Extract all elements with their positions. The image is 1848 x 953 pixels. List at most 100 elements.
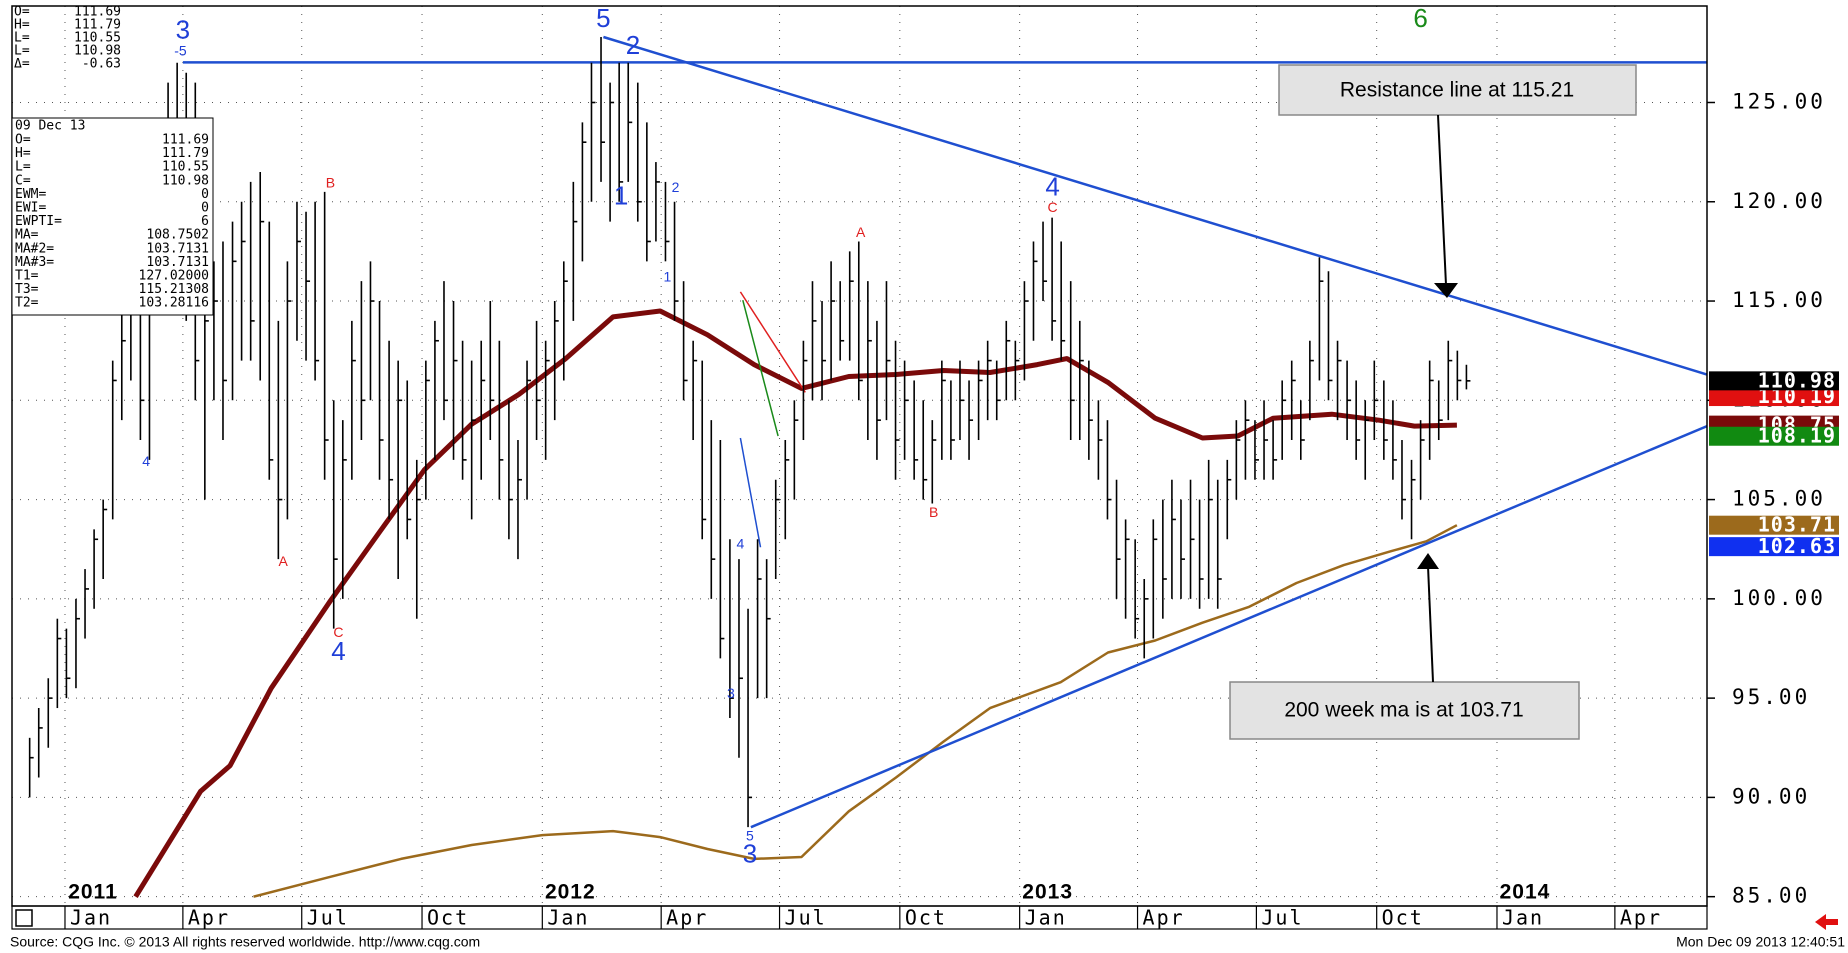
- x-tick-label: Jul: [307, 906, 349, 930]
- price-tag-label: 110.98: [1758, 368, 1836, 392]
- info-label: EWM=: [15, 187, 46, 202]
- wave-label: 2: [626, 30, 640, 60]
- info-value: 111.79: [74, 18, 121, 33]
- info-value: 103.7131: [146, 255, 209, 270]
- info-panel: O= 111.69 H= 111.79 L= 110.55 L= 110.98 Δ= -0.63 0…: [11, 5, 214, 316]
- year-label: 2011: [68, 881, 118, 904]
- info-label: T3=: [15, 282, 39, 297]
- wave-label: C: [333, 624, 343, 640]
- info-value: 108.7502: [146, 228, 209, 243]
- price-tag: [1709, 537, 1839, 557]
- info-label: EWI=: [15, 201, 46, 216]
- x-tick-label: Apr: [188, 906, 230, 930]
- wave-label: A: [278, 553, 288, 569]
- callout-arrowhead: [1417, 553, 1439, 569]
- x-tick-label: Jul: [785, 906, 827, 930]
- callout-arrowhead: [1434, 283, 1458, 298]
- info-label: Δ=: [14, 57, 30, 72]
- wave-label: -5: [174, 43, 187, 59]
- y-tick-label: 125.00: [1732, 89, 1826, 113]
- wave-label: 3: [176, 15, 190, 45]
- trendline: [742, 300, 779, 437]
- axes: 85.0090.0095.00100.00105.00110.00115.001…: [64, 89, 1839, 930]
- info-value: 127.02000: [139, 269, 209, 284]
- wave-label: 5: [746, 827, 754, 843]
- year-label: 2013: [1022, 881, 1073, 904]
- wave-label: 4: [737, 536, 745, 552]
- wave-label: B: [929, 504, 938, 520]
- info-label: O=: [15, 133, 31, 148]
- wave-label: A: [856, 224, 866, 240]
- x-tick-label: Apr: [666, 906, 708, 930]
- x-tick-label: Apr: [1143, 906, 1185, 930]
- wave-label: 5: [596, 3, 610, 33]
- x-tick-label: Apr: [1620, 906, 1662, 930]
- y-tick-label: 90.00: [1732, 784, 1810, 808]
- info-label: O=: [14, 5, 30, 20]
- callout: 200 week ma is at 103.71: [1229, 553, 1580, 740]
- price-tag: [1709, 426, 1839, 446]
- plot-area: [28, 35, 1707, 899]
- info-value: 110.55: [162, 160, 209, 175]
- info-value: 0: [201, 187, 209, 202]
- info-value: 111.79: [162, 146, 209, 161]
- timestamp: Mon Dec 09 2013 12:40:51: [1676, 934, 1845, 950]
- x-tick-label: Oct: [1382, 906, 1424, 930]
- callout-text: 200 week ma is at 103.71: [1284, 699, 1523, 722]
- wave-label: 4: [331, 636, 345, 666]
- price-tag-label: 103.71: [1758, 513, 1836, 537]
- info-label: MA=: [15, 228, 39, 243]
- x-tick-label: Jul: [1261, 906, 1303, 930]
- info-value: 103.28116: [139, 296, 209, 311]
- x-tick-label: Jan: [70, 906, 112, 930]
- info-value: 0: [201, 201, 209, 216]
- year-label: 2012: [545, 881, 596, 904]
- x-tick-label: Jan: [1025, 906, 1067, 930]
- wave-label: 6: [1413, 3, 1427, 33]
- info-value: 111.69: [162, 133, 209, 148]
- trendline: [750, 424, 1707, 829]
- y-tick-label: 115.00: [1732, 288, 1826, 312]
- info-value: 6: [201, 214, 209, 229]
- info-label: L=: [14, 31, 30, 46]
- info-label: L=: [14, 44, 30, 59]
- y-tick-label: 85.00: [1732, 884, 1810, 908]
- x-tick-label: Jan: [547, 906, 589, 930]
- trendline: [739, 291, 806, 393]
- trendline: [603, 35, 1707, 376]
- info-value: 111.69: [74, 5, 121, 20]
- wave-label: 1: [663, 269, 671, 285]
- info-value: 110.98: [162, 173, 209, 188]
- callout-box: [1229, 681, 1580, 740]
- x-tick-label: Jan: [1502, 906, 1544, 930]
- callout-arrow: [1427, 565, 1434, 683]
- x-tick-label: Oct: [905, 906, 947, 930]
- y-tick-label: 105.00: [1732, 487, 1826, 511]
- wave-label: 2: [672, 179, 680, 195]
- callout: Resistance line at 115.21: [1278, 64, 1637, 298]
- callout-text: Resistance line at 115.21: [1340, 79, 1574, 102]
- x-tick-label: Oct: [427, 906, 469, 930]
- info-label: H=: [14, 18, 30, 33]
- callout-box: [1278, 64, 1637, 116]
- scroll-arrow[interactable]: [1815, 914, 1838, 930]
- info-header: 09 Dec 13: [15, 119, 85, 134]
- info-value: -0.63: [82, 57, 121, 72]
- price-tag-label: 102.63: [1758, 534, 1836, 558]
- info-label: T1=: [15, 269, 39, 284]
- callout-arrow: [1437, 114, 1447, 286]
- wave-label: 4: [1045, 171, 1059, 201]
- y-tick-label: 100.00: [1732, 586, 1826, 610]
- info-value: 115.21308: [139, 282, 209, 297]
- wave-label: 1: [614, 181, 628, 211]
- info-label: MA#2=: [15, 241, 54, 256]
- moving-average: [133, 308, 1457, 899]
- y-tick-label: 120.00: [1732, 189, 1826, 213]
- info-label: C=: [15, 173, 31, 188]
- info-label: L=: [15, 160, 31, 175]
- info-label: EWPTI=: [15, 214, 62, 229]
- info-label: H=: [15, 146, 31, 161]
- info-value: 103.7131: [146, 241, 209, 256]
